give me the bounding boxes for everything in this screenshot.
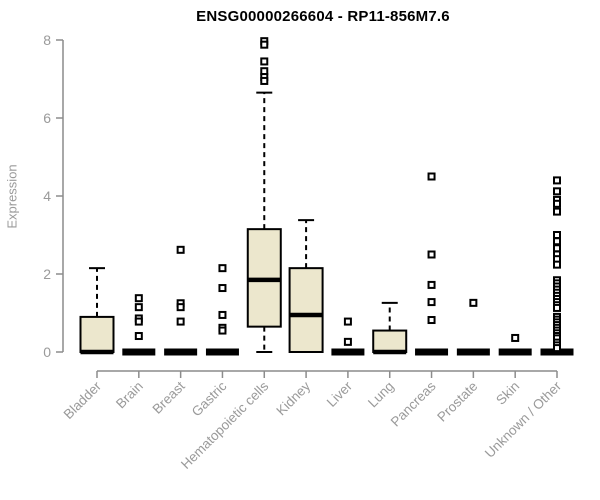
outlier-point — [511, 333, 520, 342]
x-tick-label: Bladder — [61, 378, 105, 422]
x-tick-label: Prostate — [434, 379, 480, 425]
x-tick-label: Brain — [113, 379, 146, 412]
box-liver — [331, 317, 365, 356]
outlier-point — [134, 303, 143, 312]
outlier-point — [427, 298, 436, 307]
x-tick-label: Kidney — [273, 378, 313, 418]
x-tick-label: Liver — [324, 378, 356, 410]
box-gastric — [205, 264, 239, 356]
outlier-point — [427, 172, 436, 181]
outlier-point — [134, 332, 143, 341]
outlier-point — [553, 176, 561, 185]
outlier-point — [553, 260, 561, 269]
y-tick-label: 6 — [43, 110, 51, 126]
outlier-point — [176, 245, 185, 254]
outlier-point — [553, 303, 561, 312]
outlier-point — [553, 187, 561, 196]
box-skin — [498, 333, 532, 356]
outlier-point — [134, 294, 143, 303]
outlier-point — [553, 344, 561, 353]
box-unknown-other — [540, 176, 574, 356]
y-tick-label: 2 — [43, 266, 51, 282]
outlier-point — [427, 280, 436, 289]
y-axis: 0 2 4 6 8 — [43, 32, 64, 360]
outlier-point — [260, 57, 269, 66]
outlier-point — [218, 310, 227, 319]
outlier-point — [260, 40, 269, 49]
chart-title: ENSG00000266604 - RP11-856M7.6 — [196, 8, 450, 25]
y-tick-label: 4 — [43, 188, 51, 204]
outlier-point — [553, 237, 561, 246]
y-tick-label: 8 — [43, 32, 51, 48]
outlier-point — [176, 303, 185, 312]
x-tick-label: Skin — [493, 379, 522, 408]
box-bladder — [79, 267, 115, 355]
outlier-point — [553, 244, 561, 253]
outlier-point — [427, 250, 436, 259]
outlier-point — [218, 264, 227, 273]
x-tick-label: Pancreas — [388, 378, 439, 429]
outlier-point — [218, 284, 227, 293]
outlier-point — [176, 317, 185, 326]
box-prostate — [456, 298, 490, 356]
outlier-point — [553, 199, 561, 208]
box-lung — [372, 301, 408, 355]
outlier-point — [343, 317, 352, 326]
box-kidney — [288, 219, 324, 353]
outlier-point — [553, 231, 561, 239]
y-tick-label: 0 — [43, 344, 51, 360]
box-breast — [164, 245, 198, 356]
x-tick-label: Unknown / Other — [482, 378, 565, 461]
x-tick-label: Breast — [150, 378, 188, 416]
outlier-point — [553, 207, 561, 216]
outlier-point — [469, 298, 478, 307]
outlier-point — [260, 76, 269, 85]
box-pancreas — [415, 172, 449, 356]
x-tick-label: Gastric — [189, 378, 230, 419]
outlier-point — [218, 326, 227, 335]
outlier-point — [343, 337, 352, 346]
outlier-point — [134, 317, 143, 326]
box-hematopoietic-cells — [246, 37, 282, 353]
box-brain — [122, 294, 156, 356]
x-tick-label: Lung — [365, 379, 397, 411]
outlier-point — [427, 316, 436, 325]
